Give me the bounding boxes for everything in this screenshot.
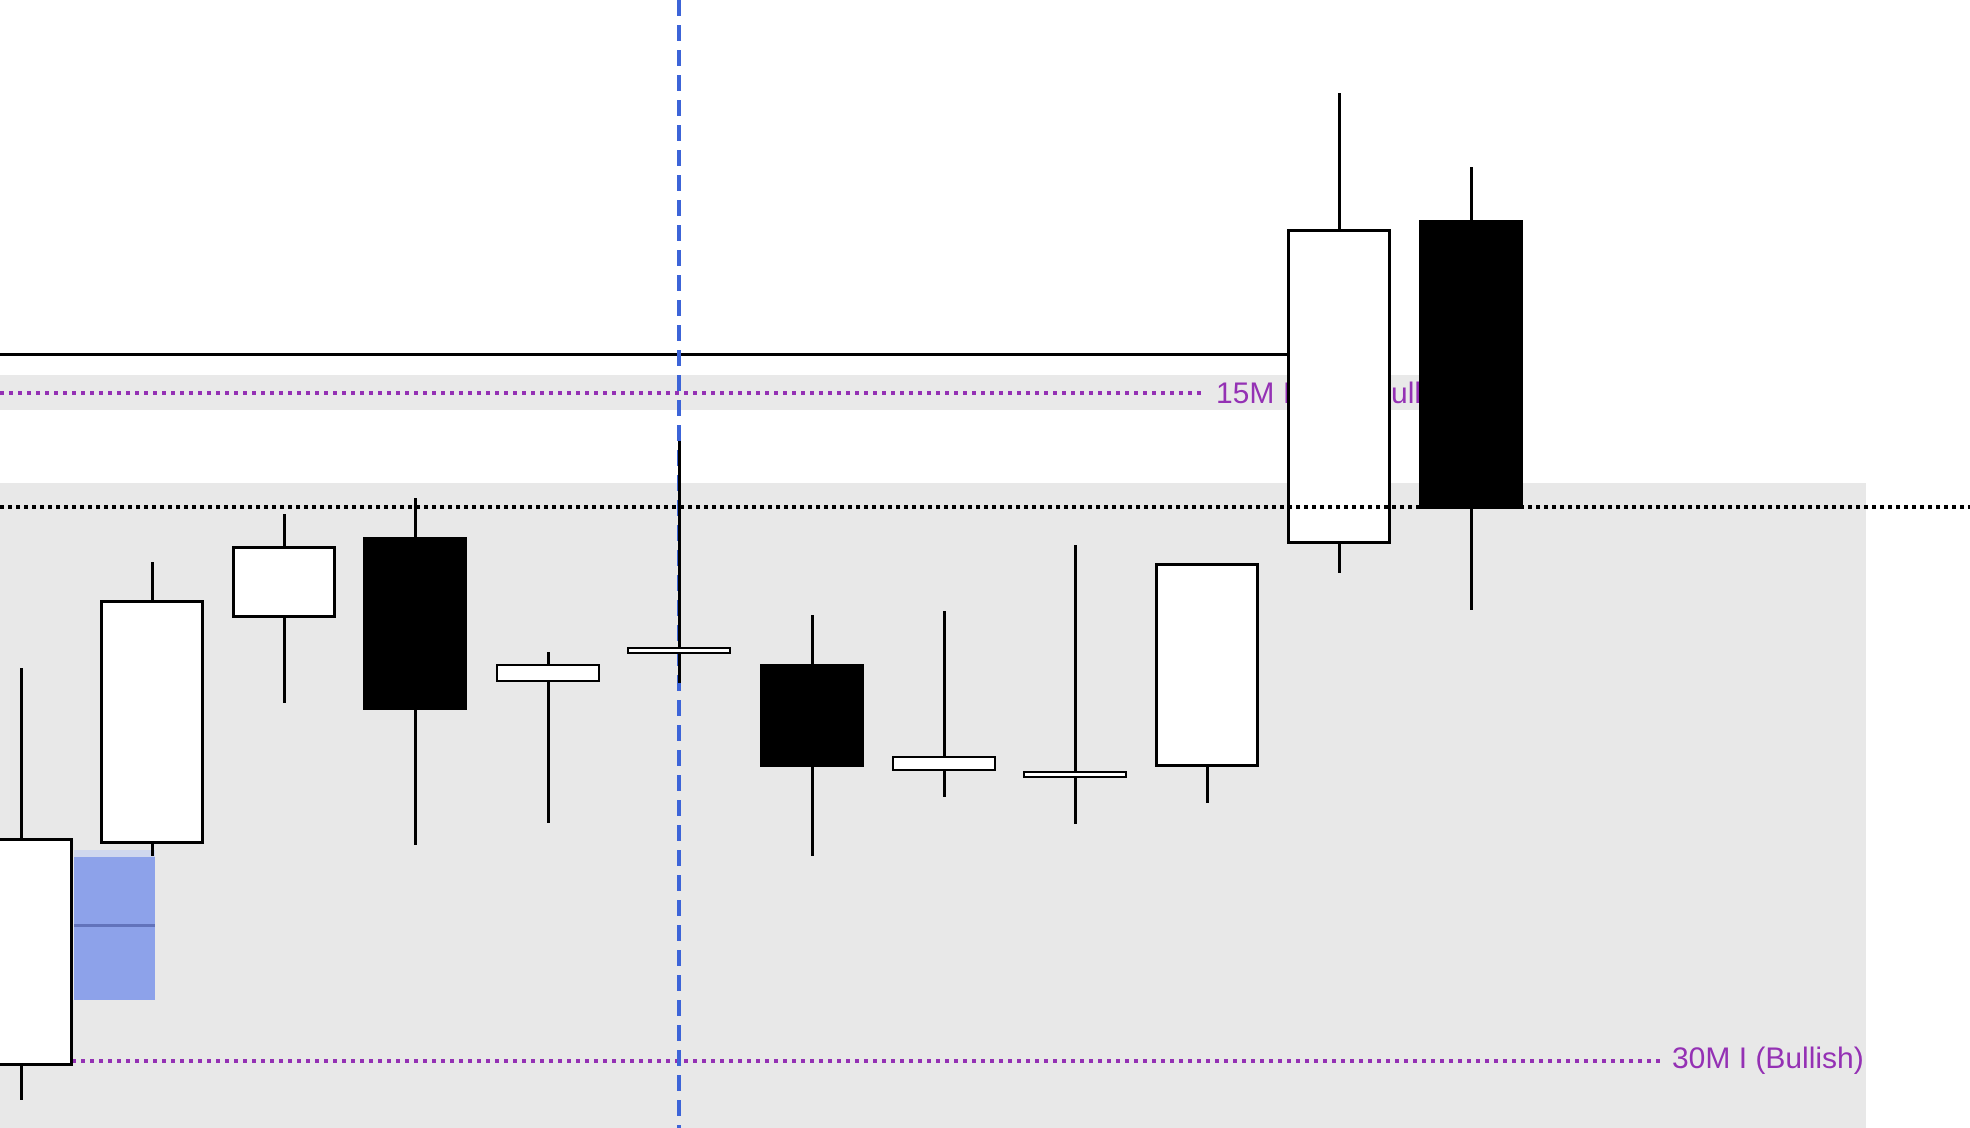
- candle-8-body-bullish: [892, 756, 996, 771]
- level-line-solid[interactable]: [0, 353, 1289, 356]
- candle-7-body-bearish: [760, 664, 864, 767]
- imbalance-box-2[interactable]: [74, 927, 155, 1000]
- imbalance-box-1[interactable]: [74, 857, 155, 924]
- candle-10-body-bullish: [1155, 563, 1259, 767]
- candle-2-body-bullish: [100, 600, 204, 844]
- candle-11-body-bullish: [1287, 229, 1391, 544]
- candle-6-body-bullish: [627, 647, 731, 654]
- candle-5-wick: [547, 652, 550, 823]
- candle-12-body-bearish: [1419, 220, 1523, 509]
- level-line-15m[interactable]: [0, 391, 1205, 395]
- candle-1-body-bullish: [0, 838, 73, 1066]
- level-label-30m-bullish[interactable]: 30M I (Bullish): [1672, 1042, 1864, 1075]
- candle-4-body-bearish: [363, 537, 467, 710]
- imbalance-box-cap: [74, 850, 155, 857]
- imbalance-box-divider: [74, 924, 155, 927]
- candle-9-wick: [1074, 545, 1077, 824]
- candle-3-body-bullish: [232, 546, 336, 618]
- candle-6-wick: [678, 441, 681, 683]
- candle-5-body-bullish: [496, 664, 600, 682]
- candle-9-body-bullish: [1023, 771, 1127, 778]
- candle-8-wick: [943, 611, 946, 797]
- level-line-30m[interactable]: [0, 1059, 1660, 1063]
- level-line-dotted-black[interactable]: [0, 505, 1970, 509]
